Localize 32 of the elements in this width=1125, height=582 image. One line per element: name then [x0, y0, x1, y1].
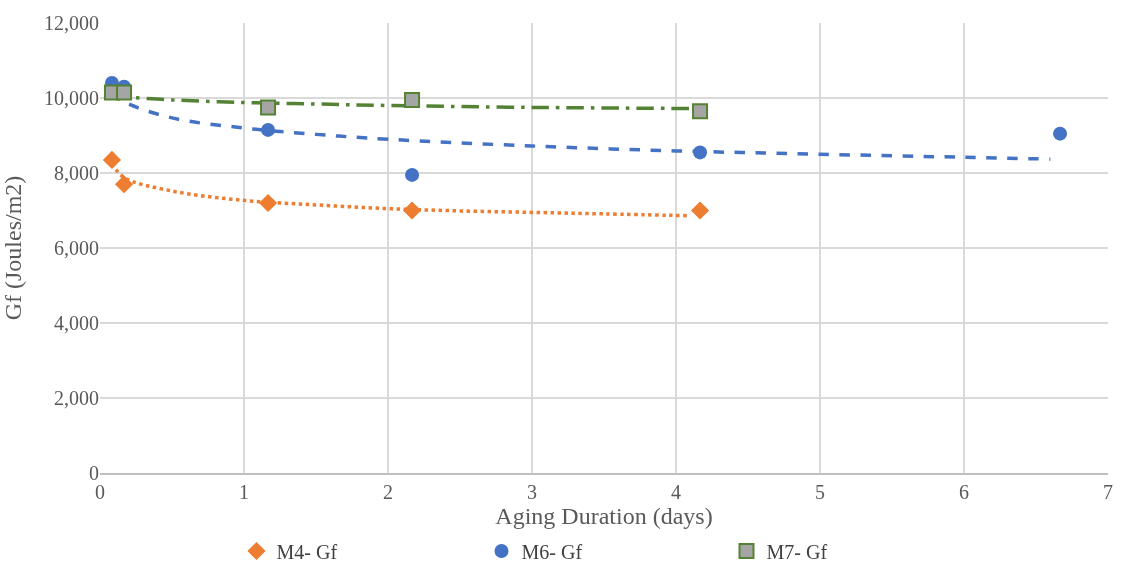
legend-label: M6- Gf [521, 540, 583, 563]
point [405, 167, 420, 182]
y-tick-label: 4,000 [54, 312, 99, 334]
x-tick-label: 1 [239, 481, 249, 503]
y-tick-label: 10,000 [44, 87, 99, 109]
x-axis-title: Aging Duration (days) [495, 503, 713, 529]
y-tick-label: 12,000 [44, 12, 99, 34]
x-tick-label: 4 [671, 481, 681, 503]
point [402, 201, 422, 220]
y-tick-label: 8,000 [54, 162, 99, 184]
point [693, 145, 708, 160]
y-tick-label: 0 [89, 462, 99, 484]
point [114, 175, 134, 194]
y-axis-title: Gf (Joules/m2) [0, 175, 27, 321]
x-tick-label: 3 [527, 481, 537, 503]
legend-label: M7- Gf [766, 540, 828, 563]
y-tick-label: 6,000 [54, 237, 99, 259]
point [261, 122, 276, 137]
y-tick-label: 2,000 [54, 387, 99, 409]
point [404, 91, 421, 108]
point [260, 99, 277, 116]
legend-label: M4- Gf [276, 540, 338, 563]
x-tick-label: 6 [959, 481, 969, 503]
point [690, 201, 710, 220]
x-tick-label: 7 [1103, 481, 1113, 503]
point [116, 84, 133, 101]
point [1053, 126, 1068, 141]
point [102, 150, 122, 169]
point [258, 193, 278, 213]
x-tick-label: 2 [383, 481, 393, 503]
point [692, 103, 709, 120]
x-tick-label: 5 [815, 481, 825, 503]
